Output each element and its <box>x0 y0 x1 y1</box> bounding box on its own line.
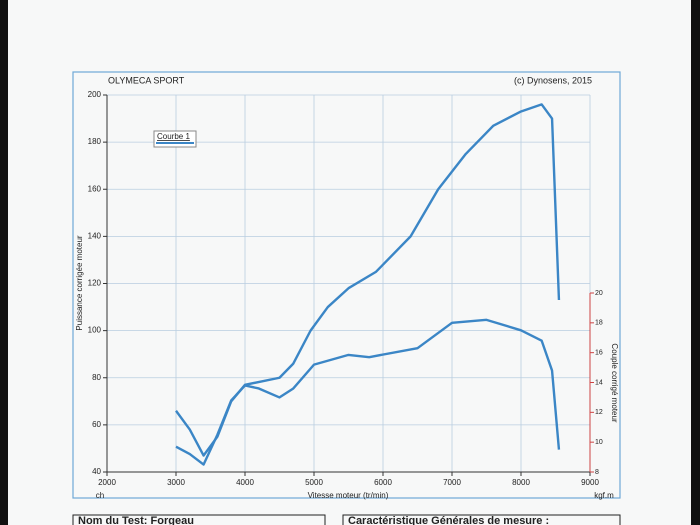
footer-text: Nom du Test: Forgeau <box>78 515 194 525</box>
y2-tick-label: 16 <box>595 350 603 357</box>
x-tick-label: 5000 <box>305 478 323 487</box>
y2-tick-label: 10 <box>595 439 603 446</box>
chart-frame <box>72 71 621 499</box>
y-tick-label: 60 <box>92 420 101 429</box>
y-tick-label: 120 <box>88 279 102 288</box>
footer-box <box>342 514 621 525</box>
y-tick-label: 180 <box>88 137 102 146</box>
edge <box>0 0 8 525</box>
x-tick-label: 4000 <box>236 478 254 487</box>
y-unit: ch <box>96 491 104 500</box>
y2-tick-label: 14 <box>595 379 603 386</box>
y2-tick-label: 20 <box>595 290 603 297</box>
y-tick-label: 100 <box>88 326 102 335</box>
y2-tick-label: 12 <box>595 409 603 416</box>
y-axis-label: Puissance corrigée moteur <box>75 235 84 330</box>
x-tick-label: 7000 <box>443 478 461 487</box>
x-axis-label: Vitesse moteur (tr/min) <box>308 491 389 500</box>
y-tick-label: 160 <box>88 184 102 193</box>
chart-title: OLYMECA SPORT <box>108 75 185 85</box>
y2-unit: kgf.m <box>594 491 614 500</box>
legend-label: Courbe 1 <box>157 132 190 141</box>
x-tick-label: 2000 <box>98 478 116 487</box>
y-tick-label: 140 <box>88 231 102 240</box>
data-line <box>175 318 561 466</box>
footer-text: Caractéristique Générales de mesure : <box>348 515 549 525</box>
x-tick-label: 6000 <box>374 478 392 487</box>
x-tick-label: 8000 <box>512 478 530 487</box>
y2-tick-label: 8 <box>595 469 599 476</box>
y2-axis-label: Couple corrigé moteur <box>610 343 619 422</box>
x-tick-label: 3000 <box>167 478 185 487</box>
edge <box>691 0 700 525</box>
y-tick-label: 80 <box>92 373 101 382</box>
footer-box <box>72 514 326 525</box>
x-tick-label: 9000 <box>581 478 599 487</box>
chart-subtitle: (c) Dynosens, 2015 <box>514 75 592 85</box>
y-tick-label: 200 <box>88 90 102 99</box>
y2-tick-label: 18 <box>595 320 603 327</box>
y-tick-label: 40 <box>92 467 101 476</box>
